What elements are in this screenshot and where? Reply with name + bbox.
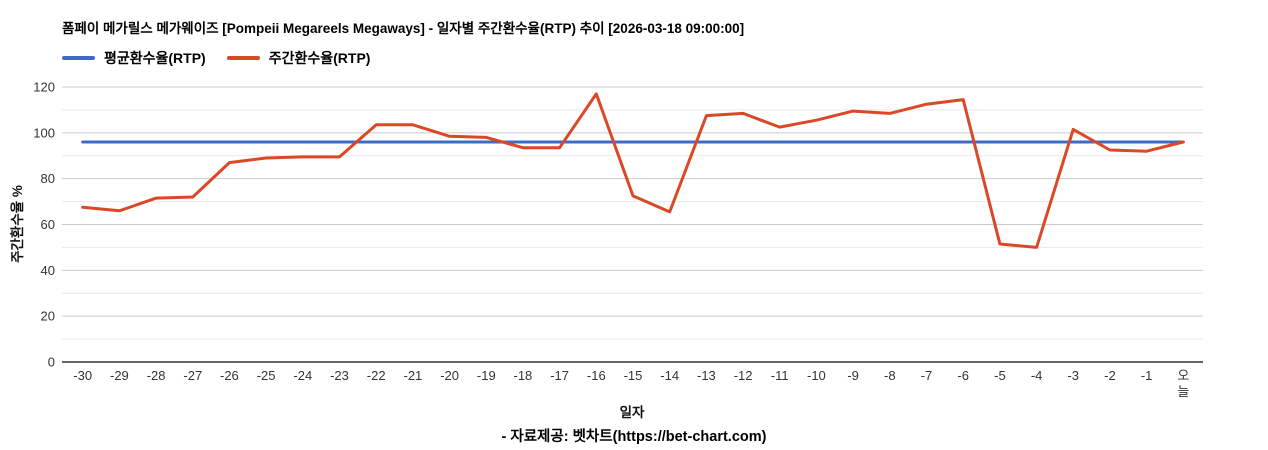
svg-text:-17: -17 <box>550 368 569 383</box>
svg-text:-27: -27 <box>183 368 202 383</box>
svg-text:-8: -8 <box>884 368 896 383</box>
svg-text:-22: -22 <box>367 368 386 383</box>
legend-item-average-rtp[interactable]: 평균환수율(RTP) <box>62 48 206 68</box>
legend-item-weekly-rtp[interactable]: 주간환수율(RTP) <box>226 48 371 68</box>
svg-text:-11: -11 <box>771 368 789 383</box>
svg-text:-25: -25 <box>257 368 276 383</box>
svg-text:-1: -1 <box>1141 368 1153 383</box>
svg-text:-30: -30 <box>73 368 92 383</box>
svg-text:-20: -20 <box>440 368 459 383</box>
svg-text:-16: -16 <box>587 368 606 383</box>
svg-text:-5: -5 <box>994 368 1006 383</box>
svg-text:-26: -26 <box>220 368 239 383</box>
svg-text:20: 20 <box>41 309 55 324</box>
chart-legend: 평균환수율(RTP) 주간환수율(RTP) <box>62 48 370 68</box>
chart-title: 폼페이 메가릴스 메가웨이즈 [Pompeii Megareels Megawa… <box>62 21 745 36</box>
svg-text:-9: -9 <box>847 368 859 383</box>
svg-text:-23: -23 <box>330 368 349 383</box>
svg-text:-12: -12 <box>734 368 753 383</box>
average-rtp-line-swatch-icon <box>62 56 95 60</box>
svg-text:80: 80 <box>41 171 55 186</box>
y-tick-labels: 0 20 40 60 80 100 120 <box>33 80 55 370</box>
svg-text:120: 120 <box>33 80 55 95</box>
legend-item-label: 평균환수율(RTP) <box>104 50 206 66</box>
svg-text:60: 60 <box>41 217 55 232</box>
svg-text:100: 100 <box>33 125 55 140</box>
weekly-rtp-line-swatch-icon <box>226 56 260 60</box>
y-axis-title: 주간환수율 % <box>10 185 25 263</box>
svg-text:-7: -7 <box>921 368 933 383</box>
svg-text:-15: -15 <box>624 368 643 383</box>
svg-text:-21: -21 <box>404 368 423 383</box>
legend-item-label: 주간환수율(RTP) <box>268 50 371 66</box>
x-axis-title: 일자 <box>619 405 645 420</box>
svg-text:-28: -28 <box>147 368 166 383</box>
svg-text:-19: -19 <box>477 368 496 383</box>
svg-text:-3: -3 <box>1067 368 1079 383</box>
svg-text:-14: -14 <box>660 368 679 383</box>
svg-text:0: 0 <box>48 355 55 370</box>
data-source-credit: - 자료제공: 벳차트(https://bet-chart.com) <box>501 429 767 445</box>
svg-text:-18: -18 <box>514 368 533 383</box>
svg-text:40: 40 <box>41 263 55 278</box>
svg-text:-10: -10 <box>807 368 826 383</box>
svg-text:-24: -24 <box>293 368 312 383</box>
svg-text:-2: -2 <box>1104 368 1116 383</box>
series-weekly-rtp-line <box>81 92 1185 249</box>
svg-text:-4: -4 <box>1031 368 1043 383</box>
svg-text:오늘: 오늘 <box>1177 368 1189 399</box>
gridlines <box>62 86 1203 340</box>
svg-text:-13: -13 <box>697 368 716 383</box>
svg-text:-29: -29 <box>110 368 129 383</box>
svg-text:-6: -6 <box>957 368 969 383</box>
x-tick-labels: -30 -29 -28 -27 -26 -25 -24 -23 -22 -21 -20 -19 -18 -… <box>73 368 1189 399</box>
